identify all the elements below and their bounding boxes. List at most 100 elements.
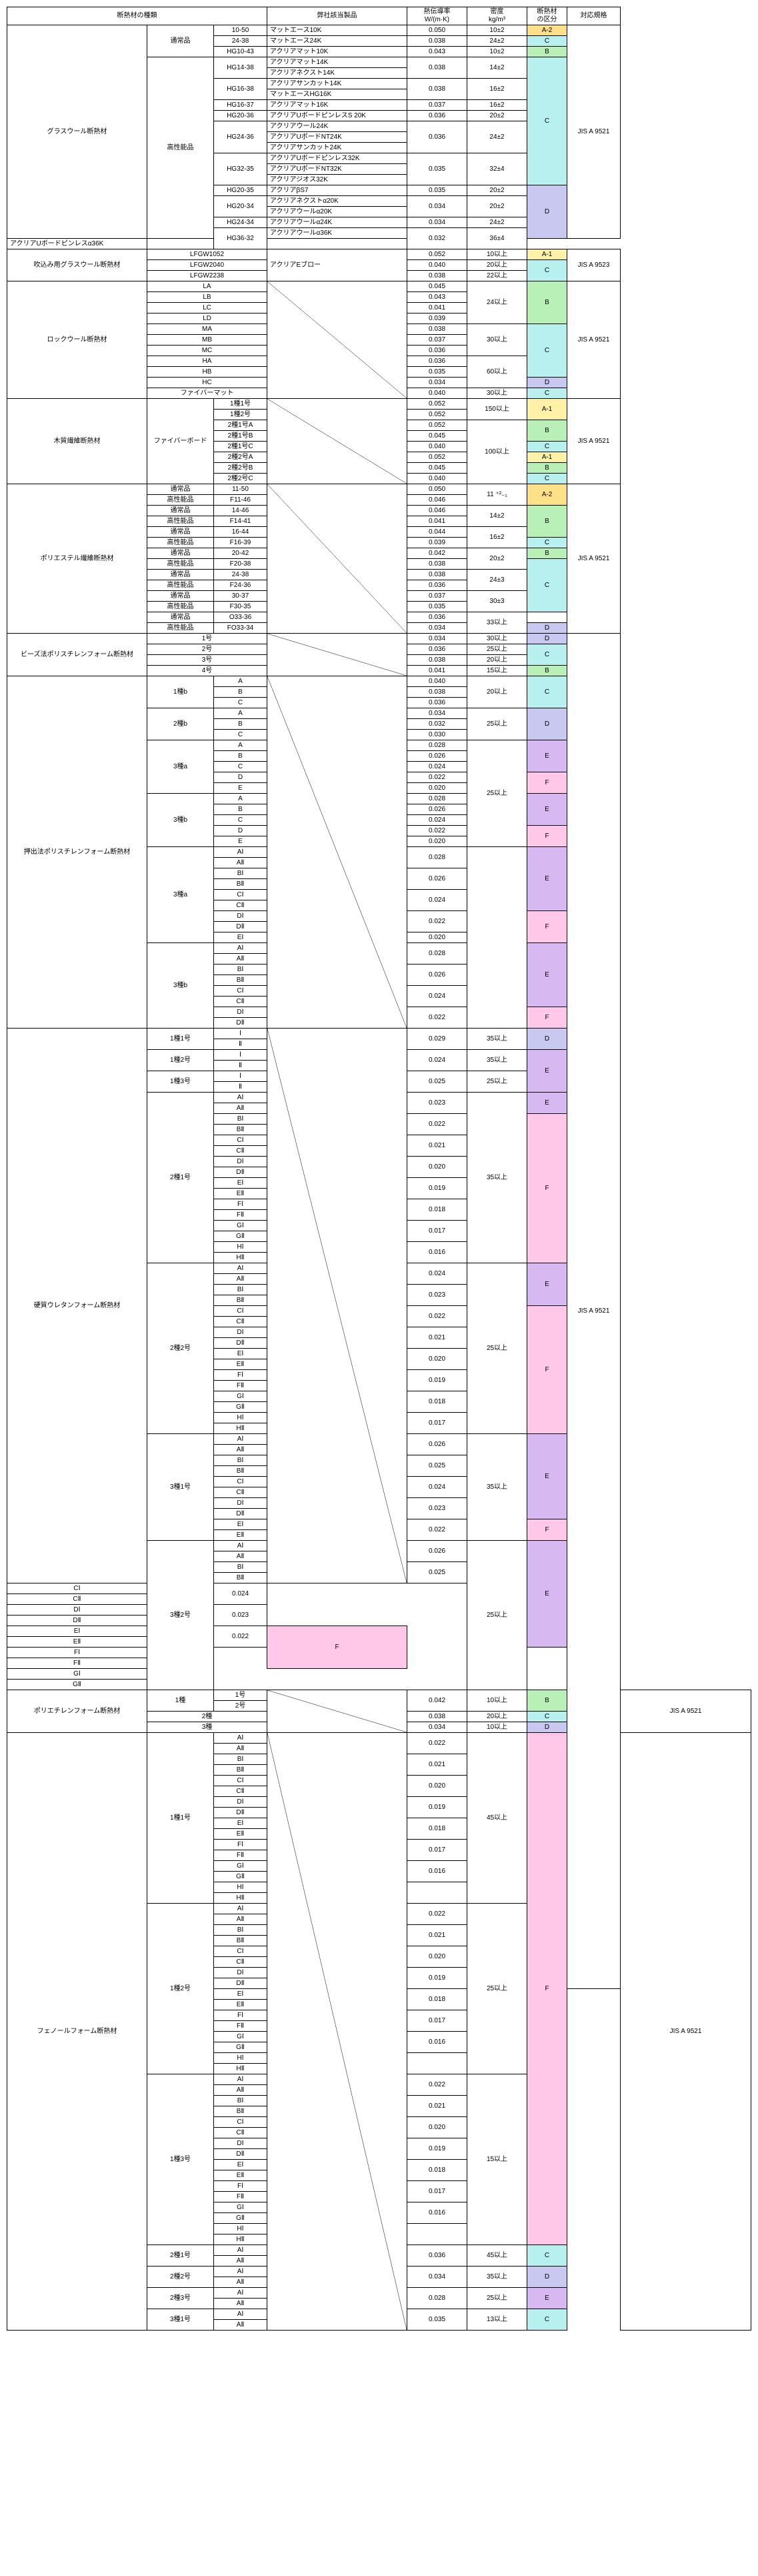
cell: 3種a bbox=[147, 740, 214, 794]
cell: 25以上 bbox=[467, 1904, 527, 2074]
cell: 25以上 bbox=[467, 740, 527, 847]
cell: CⅡ bbox=[214, 1957, 267, 1968]
cell: A bbox=[214, 708, 267, 719]
table-row: 硬質ウレタンフォーム断熱材1種1号Ⅰ0.02935以上D bbox=[7, 1029, 751, 1039]
header-category: 断熱材の区分 bbox=[527, 7, 567, 25]
cell: 0.036 bbox=[407, 356, 467, 367]
cell: HA bbox=[147, 356, 267, 367]
cell: 通常品 bbox=[147, 570, 214, 580]
cell: 0.024 bbox=[214, 1583, 267, 1605]
cell: 2号 bbox=[147, 644, 267, 655]
cell: アクリアネクスト14K bbox=[267, 68, 407, 79]
cell: 0.026 bbox=[407, 1434, 467, 1455]
cell: CⅡ bbox=[214, 1786, 267, 1797]
cell: HG36-32 bbox=[214, 228, 267, 249]
cell: JIS A 9521 bbox=[621, 1733, 751, 2331]
category-cell: D bbox=[527, 378, 567, 388]
category-cell: D bbox=[527, 634, 567, 644]
cell: アクリアマット16K bbox=[267, 100, 407, 111]
cell: 35以上 bbox=[467, 2267, 527, 2288]
cell: DⅡ bbox=[214, 1808, 267, 1818]
category-cell: F bbox=[527, 1007, 567, 1029]
cell: GⅡ bbox=[214, 2042, 267, 2053]
cell: 0.022 bbox=[407, 1007, 467, 1029]
cell: EⅡ bbox=[214, 1829, 267, 1840]
cell: 0.028 bbox=[407, 2288, 467, 2309]
cell: ポリエチレンフォーム断熱材 bbox=[7, 1690, 147, 1733]
cell: AⅡ bbox=[214, 2320, 267, 2331]
cell: DⅡ bbox=[214, 1167, 267, 1178]
cell: CⅠ bbox=[214, 1135, 267, 1146]
cell: AⅡ bbox=[214, 1445, 267, 1455]
cell: BⅡ bbox=[214, 975, 267, 986]
cell: 0.028 bbox=[407, 740, 467, 751]
cell: F30-35 bbox=[214, 602, 267, 612]
cell: EⅡ bbox=[214, 1359, 267, 1370]
category-cell: F bbox=[527, 1733, 567, 2245]
cell: 0.021 bbox=[407, 1135, 467, 1157]
cell: EⅡ bbox=[214, 2000, 267, 2010]
table-row: GⅡ bbox=[7, 1680, 751, 1690]
cell: 0.028 bbox=[407, 943, 467, 964]
cell: 2種2号B bbox=[214, 463, 267, 474]
cell: EⅠ bbox=[7, 1626, 147, 1637]
cell: アクリアUボードNT32K bbox=[267, 164, 407, 175]
category-cell: D bbox=[527, 185, 567, 239]
cell: 通常品 bbox=[147, 548, 214, 559]
cell: 20±2 bbox=[467, 548, 527, 570]
cell: 3種1号 bbox=[147, 1434, 214, 1541]
cell: FⅠ bbox=[214, 2010, 267, 2021]
cell: DⅡ bbox=[214, 922, 267, 932]
cell: 0.022 bbox=[407, 911, 467, 932]
cell: 0.025 bbox=[407, 1562, 467, 1583]
cell: 0.036 bbox=[407, 121, 467, 153]
cell: 0.021 bbox=[407, 2096, 467, 2117]
cell: 0.024 bbox=[407, 1050, 467, 1071]
cell: 2種2号C bbox=[214, 474, 267, 484]
cell: 36±4 bbox=[467, 228, 527, 249]
cell: EⅡ bbox=[214, 1530, 267, 1541]
cell: 20以上 bbox=[467, 260, 527, 271]
cell: 11-50 bbox=[214, 484, 267, 495]
cell: FⅡ bbox=[214, 2192, 267, 2202]
cell: JIS A 9521 bbox=[567, 399, 621, 484]
cell: 0.024 bbox=[407, 1477, 467, 1498]
cell: 0.028 bbox=[407, 794, 467, 804]
category-cell: C bbox=[527, 474, 567, 484]
cell: EⅠ bbox=[214, 1349, 267, 1359]
cell: アクリアUボードピンレスα36K bbox=[7, 239, 147, 249]
cell: 0.037 bbox=[407, 100, 467, 111]
category-cell: B bbox=[527, 1690, 567, 1712]
cell: アクリアサンカット14K bbox=[267, 79, 407, 89]
cell: FⅠ bbox=[214, 2181, 267, 2192]
table-row: 木質繊維断熱材ファイバーボード1種1号0.052150以上A-1JIS A 95… bbox=[7, 399, 751, 410]
cell: AⅠ bbox=[214, 2267, 267, 2277]
insulation-spec-table: 断熱材の種類弊社該当製品熱伝導率W/(m·K)密度kg/m³断熱材の区分対応規格… bbox=[7, 7, 751, 2331]
cell: アクリアウールα36K bbox=[267, 228, 407, 239]
category-cell: C bbox=[527, 57, 567, 185]
cell: LB bbox=[147, 292, 267, 303]
category-cell: C bbox=[527, 260, 567, 281]
cell: 0.024 bbox=[407, 815, 467, 826]
cell: AⅠ bbox=[214, 1093, 267, 1103]
cell: 0.041 bbox=[407, 516, 467, 527]
cell: ファイバーマット bbox=[147, 388, 267, 399]
cell: アクリアマット14K bbox=[267, 57, 407, 68]
cell: 14±2 bbox=[467, 506, 527, 527]
cell: 0.052 bbox=[407, 452, 467, 463]
cell: JIS A 9521 bbox=[621, 1690, 751, 1733]
cell: 0.050 bbox=[407, 484, 467, 495]
cell: FⅠ bbox=[214, 1370, 267, 1381]
cell: E bbox=[214, 783, 267, 794]
cell: 0.038 bbox=[407, 324, 467, 335]
category-cell: E bbox=[527, 794, 567, 826]
cell: LFGW2238 bbox=[147, 271, 267, 281]
cell: HⅠ bbox=[214, 1882, 267, 1893]
cell: 0.040 bbox=[407, 474, 467, 484]
cell: JIS A 9521 bbox=[567, 281, 621, 399]
cell: B bbox=[214, 804, 267, 815]
cell: 0.046 bbox=[407, 495, 467, 506]
cell: AⅠ bbox=[214, 1904, 267, 1914]
cell: 0.019 bbox=[407, 1797, 467, 1818]
cell: HG20-36 bbox=[214, 111, 267, 121]
